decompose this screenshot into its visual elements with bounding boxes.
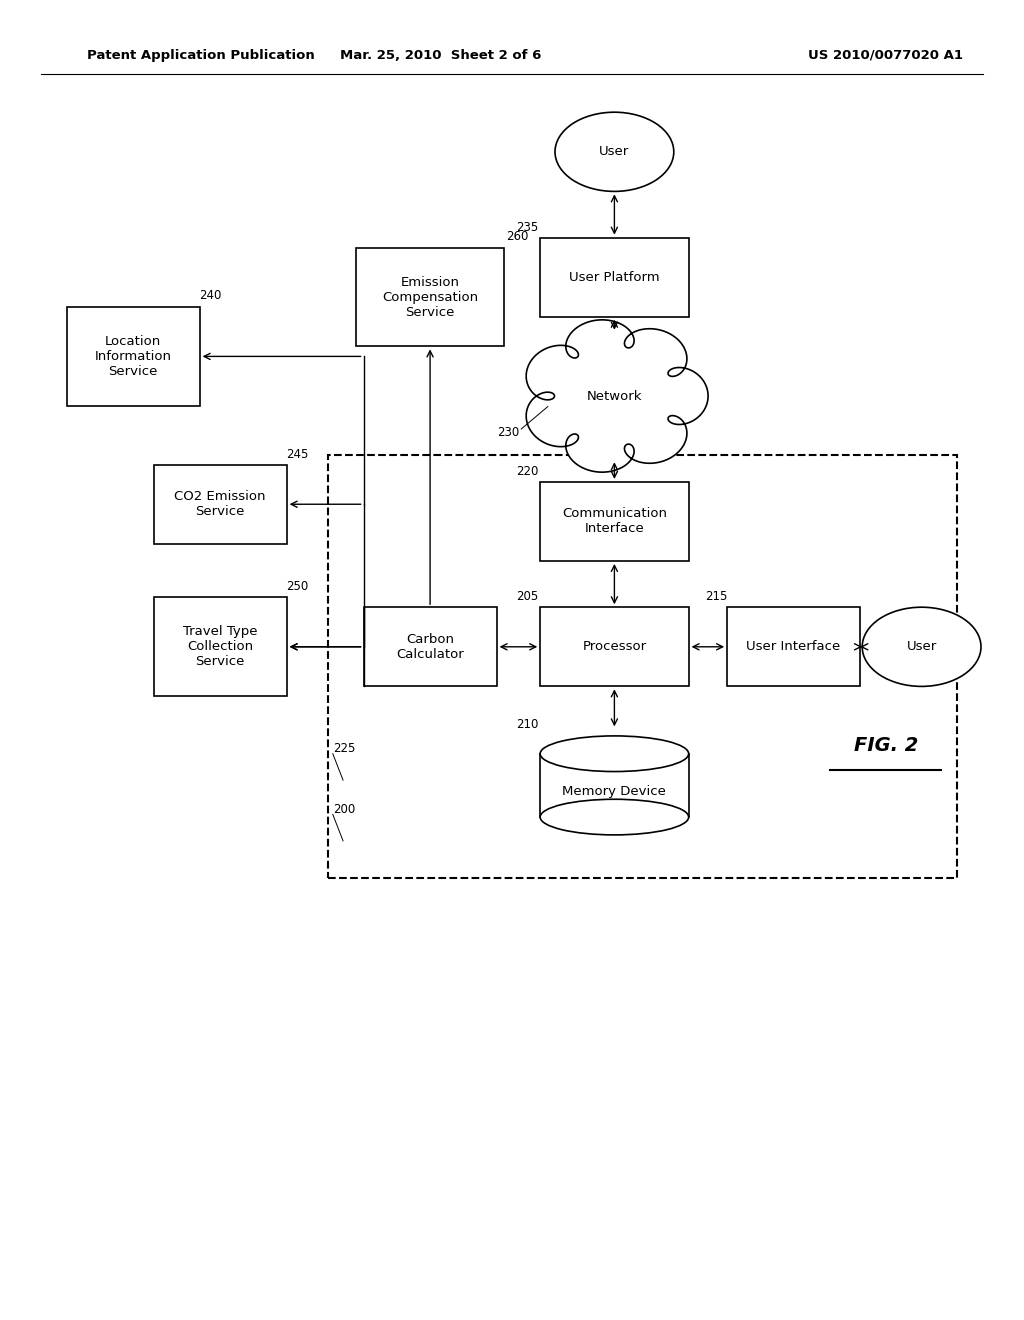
Text: 260: 260 [506,230,528,243]
FancyBboxPatch shape [67,308,200,407]
Text: Emission
Compensation
Service: Emission Compensation Service [382,276,478,318]
Text: FIG. 2: FIG. 2 [854,737,918,755]
Text: 245: 245 [286,447,308,461]
Text: 240: 240 [199,289,221,302]
FancyBboxPatch shape [364,607,497,686]
Text: 205: 205 [516,590,539,603]
Text: 225: 225 [333,742,355,755]
Text: 215: 215 [706,590,728,603]
Bar [541,754,688,817]
Text: Carbon
Calculator: Carbon Calculator [396,632,464,661]
Text: Patent Application Publication: Patent Application Publication [87,49,314,62]
Text: Location
Information
Service: Location Information Service [94,335,172,378]
FancyBboxPatch shape [541,482,688,561]
FancyBboxPatch shape [356,248,504,346]
Text: Communication
Interface: Communication Interface [562,507,667,536]
Ellipse shape [862,607,981,686]
Text: User Interface: User Interface [746,640,841,653]
Text: 210: 210 [516,718,539,731]
Text: Mar. 25, 2010  Sheet 2 of 6: Mar. 25, 2010 Sheet 2 of 6 [340,49,541,62]
Polygon shape [526,319,708,473]
Text: CO2 Emission
Service: CO2 Emission Service [174,490,266,519]
Text: 250: 250 [286,579,308,593]
Text: Memory Device: Memory Device [562,785,667,799]
Text: Processor: Processor [583,640,646,653]
Text: Network: Network [587,389,642,403]
Text: 235: 235 [516,220,539,234]
Text: User Platform: User Platform [569,271,659,284]
Ellipse shape [541,799,688,834]
FancyBboxPatch shape [154,597,287,697]
Text: US 2010/0077020 A1: US 2010/0077020 A1 [808,49,964,62]
Text: Travel Type
Collection
Service: Travel Type Collection Service [183,626,257,668]
Text: 220: 220 [516,465,539,478]
Text: 200: 200 [333,803,355,816]
FancyBboxPatch shape [154,465,287,544]
Text: User: User [599,145,630,158]
Ellipse shape [555,112,674,191]
FancyBboxPatch shape [541,607,688,686]
Ellipse shape [541,735,688,771]
Text: 230: 230 [497,426,519,440]
FancyBboxPatch shape [727,607,860,686]
FancyBboxPatch shape [541,238,688,317]
Text: User: User [906,640,937,653]
